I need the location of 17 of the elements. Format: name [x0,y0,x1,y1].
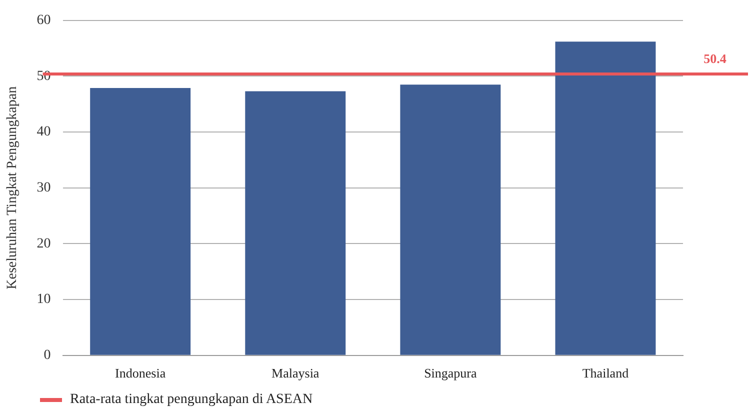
bar [555,42,656,355]
y-tick-label: 60 [36,13,51,28]
bar [245,91,346,355]
bar [400,84,501,355]
x-tick-label: Indonesia [115,366,166,381]
y-tick-label: 20 [36,236,51,252]
x-tick-label: Malaysia [272,366,320,381]
annotation: 50.4 [704,50,727,66]
legend-label: Rata-rata tingkat pengungkapan di ASEAN [70,392,313,408]
y-tick-label: 40 [36,124,51,140]
x-tick-label: Singapura [424,366,478,381]
bar [90,88,191,355]
y-axis-title: Keseluruhan Tingkat Pengungkapan [5,86,20,290]
y-tick-label: 0 [44,348,51,364]
y-tick-label: 10 [36,292,51,308]
y-tick-label: 30 [36,180,51,196]
x-tick-label: Thailand [582,366,630,381]
